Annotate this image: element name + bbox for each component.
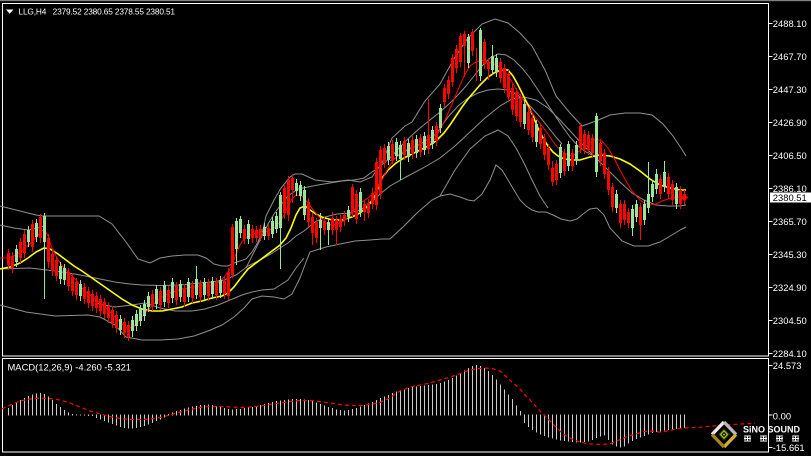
- svg-text:2386.10: 2386.10: [773, 183, 807, 194]
- svg-text:-15.661: -15.661: [773, 442, 805, 453]
- svg-text:2488.10: 2488.10: [773, 18, 807, 29]
- svg-text:MACD(12,26,9) -4.260 -5.321: MACD(12,26,9) -4.260 -5.321: [8, 362, 132, 373]
- svg-text:2447.30: 2447.30: [773, 84, 807, 95]
- svg-text:2467.70: 2467.70: [773, 51, 807, 62]
- svg-text:0.00: 0.00: [773, 411, 791, 422]
- svg-text:2365.70: 2365.70: [773, 216, 807, 227]
- svg-text:2345.30: 2345.30: [773, 249, 807, 260]
- svg-text:2380.51: 2380.51: [773, 192, 807, 203]
- svg-text:2426.90: 2426.90: [773, 117, 807, 128]
- svg-text:2304.50: 2304.50: [773, 315, 807, 326]
- svg-text:2284.10: 2284.10: [773, 348, 807, 359]
- svg-text:2406.50: 2406.50: [773, 150, 807, 161]
- svg-text:2324.90: 2324.90: [773, 282, 807, 293]
- svg-text:LLG,H4 2379.52 2380.65 2378.: LLG,H4 2379.52 2380.65 2378.55 2380.51: [19, 6, 176, 16]
- svg-text:24.573: 24.573: [773, 360, 802, 371]
- svg-text:SiNO SOUND: SiNO SOUND: [743, 425, 801, 435]
